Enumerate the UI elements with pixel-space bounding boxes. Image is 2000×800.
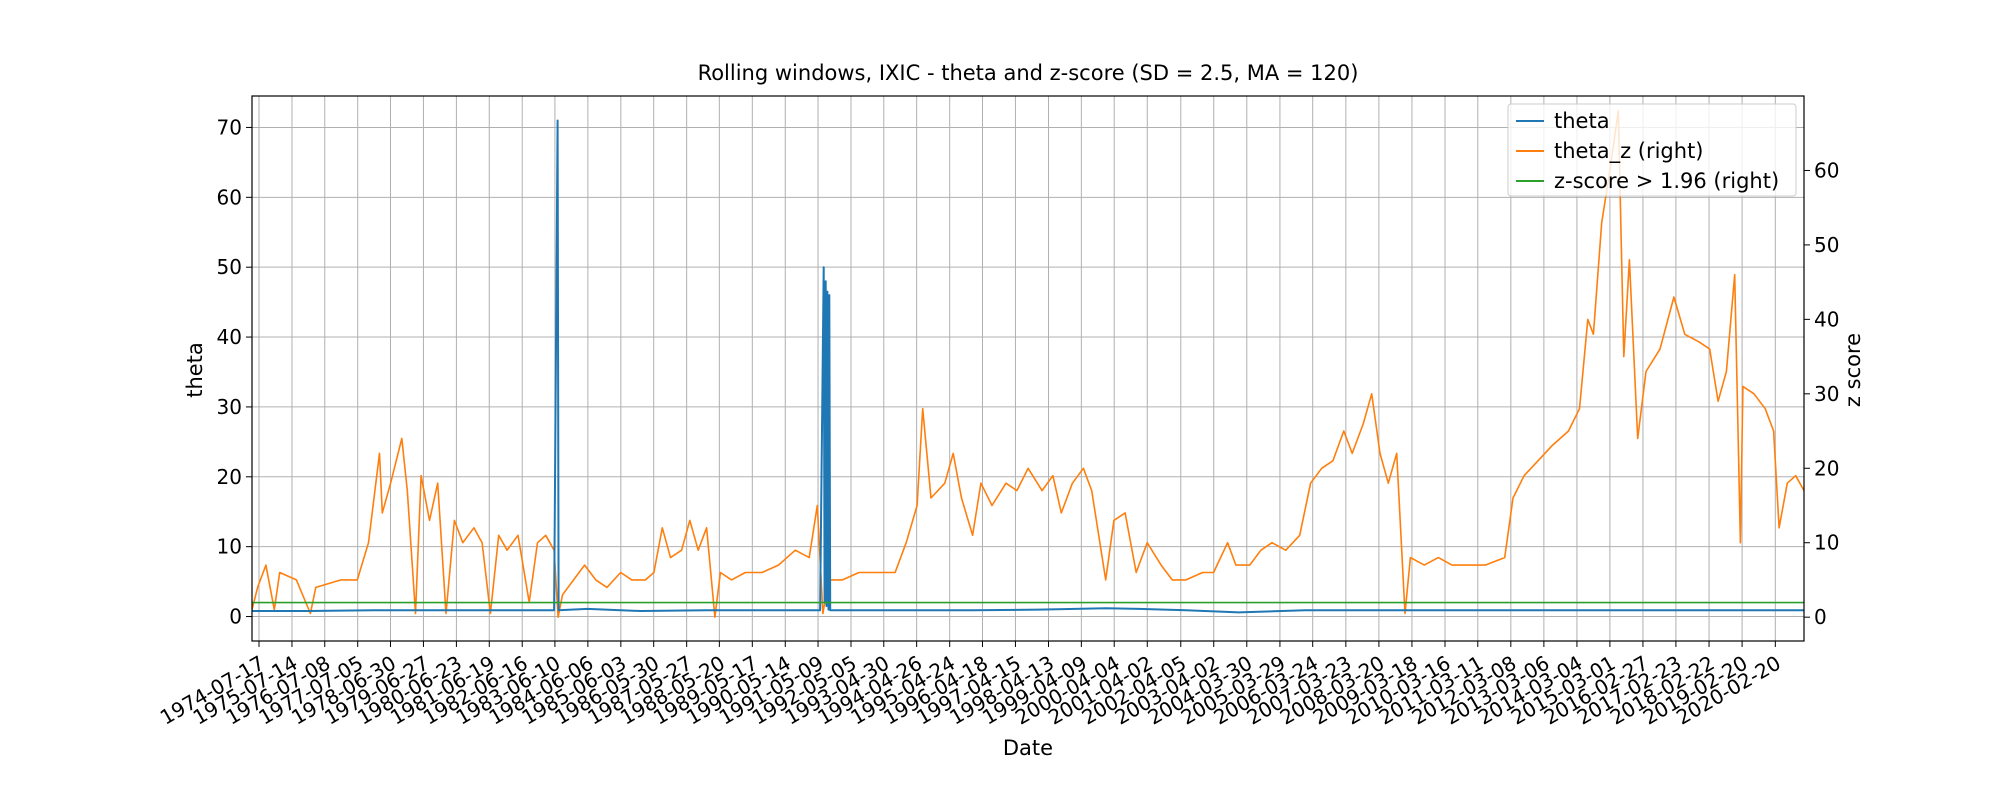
y-tick-label: 70	[217, 115, 242, 139]
y-tick-label: 30	[217, 395, 242, 419]
y-tick-label: 50	[217, 255, 242, 279]
y-tick-label: 0	[229, 605, 242, 629]
y-tick-label: 20	[217, 465, 242, 489]
y2-tick-label: 10	[1814, 531, 1839, 555]
y-axis-label: theta	[183, 342, 207, 398]
y2-tick-label: 20	[1814, 456, 1839, 480]
y2-tick-label: 0	[1814, 605, 1827, 629]
y-tick-label: 40	[217, 325, 242, 349]
y2-tick-label: 30	[1814, 382, 1839, 406]
y-tick-label: 60	[217, 185, 242, 209]
plot-frame	[251, 95, 1805, 642]
legend-box	[1507, 103, 1797, 197]
series-layer	[252, 110, 1804, 618]
series-line-1	[252, 110, 1804, 618]
chart-title: Rolling windows, IXIC - theta and z-scor…	[698, 61, 1359, 85]
y2-axis-label: z score	[1841, 333, 1865, 407]
x-axis-label: Date	[1003, 736, 1053, 760]
grid	[252, 96, 1804, 641]
legend-entry: z-score > 1.96 (right)	[1554, 169, 1779, 193]
legend-entry: theta_z (right)	[1554, 139, 1704, 164]
y2-tick-label: 50	[1814, 233, 1839, 257]
y-tick-label: 10	[217, 535, 242, 559]
series-line-0	[252, 119, 1804, 614]
y2-tick-label: 40	[1814, 307, 1839, 331]
legend: theta theta_z (right) z-score > 1.96 (righ…	[1507, 103, 1797, 197]
axes: 1974-07-171975-07-141976-07-081977-07-05…	[156, 95, 1839, 730]
legend-entry: theta	[1554, 109, 1610, 133]
y2-tick-label: 60	[1814, 158, 1839, 182]
